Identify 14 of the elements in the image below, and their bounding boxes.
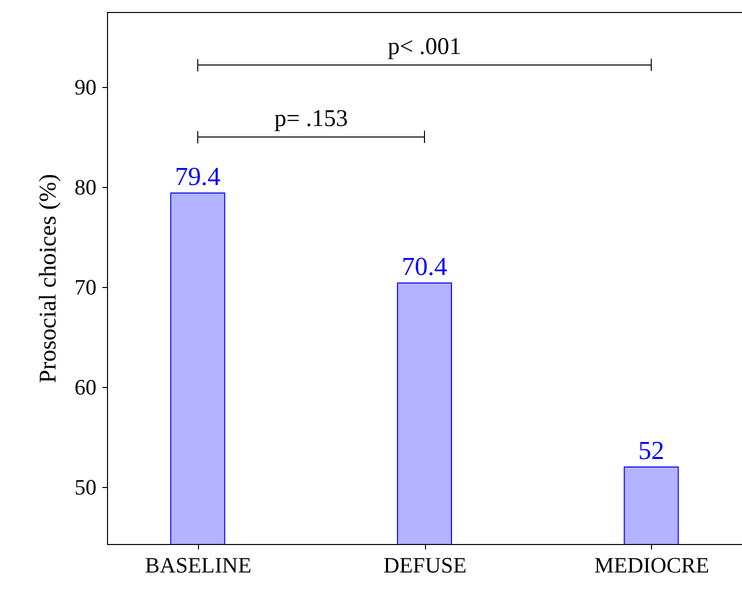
y-tick-label: 90 — [74, 74, 96, 100]
data-label: 79.4 — [174, 162, 220, 191]
x-tick-label: DEFUSE — [383, 552, 467, 578]
x-tick-label: MEDIOCRE — [594, 552, 710, 578]
annotation: p< .001 — [388, 34, 462, 60]
y-tick-label: 60 — [74, 374, 96, 400]
data-label: 70.4 — [402, 252, 448, 281]
data-label: 52 — [638, 436, 664, 465]
y-tick-label: 50 — [74, 474, 96, 500]
y-axis-title: Prosocial choices (%) — [36, 174, 62, 384]
y-tick-label: 80 — [74, 174, 96, 200]
annotation: p= .153 — [274, 106, 348, 132]
y-tick-label: 70 — [74, 274, 96, 300]
x-tick-label: BASELINE — [145, 552, 252, 578]
